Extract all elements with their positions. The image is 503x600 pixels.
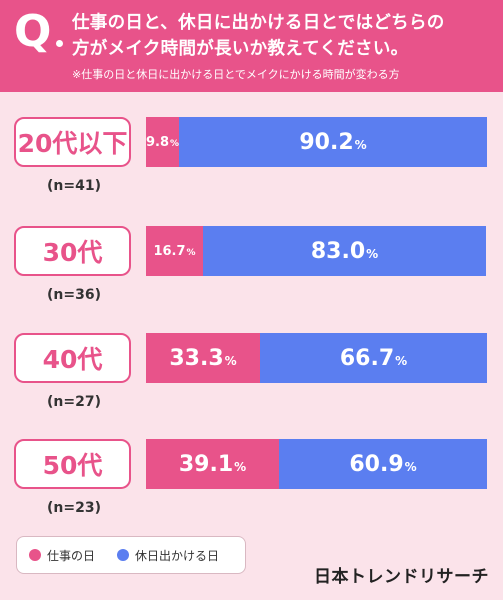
stacked-bar: 33.3% 66.7% [146,333,487,383]
question-text-line2: 方がメイク時間が長いか教えてください。 [72,39,409,59]
data-label-holiday: 90.2 [299,129,354,155]
question-text-line1: 仕事の日と、休日に出かける日とではどちらの [72,13,445,33]
bar-segment-work: 9.8% [146,117,179,167]
stacked-bar: 9.8% 90.2% [146,117,487,167]
data-label-holiday: 83.0 [310,238,366,264]
legend-label-holiday: 休日出かける日 [135,548,220,563]
legend: 仕事の日 休日出かける日 [16,536,246,574]
q-mark: Q [14,6,52,57]
sample-size-label: (n=36) [47,287,101,303]
percent-unit: % [224,354,237,368]
legend-label-work: 仕事の日 [47,548,96,563]
question-header: Q 仕事の日と、休日に出かける日とではどちらの 方がメイク時間が長いか教えてくだ… [0,0,503,92]
sample-size-label: (n=41) [47,178,101,194]
q-mark-dot [56,40,63,47]
percent-unit: % [354,138,367,152]
percent-unit: % [170,138,179,149]
sample-size-label: (n=27) [47,394,101,410]
age-group-label: 20代以下 [14,117,131,167]
percent-unit: % [234,460,247,474]
legend-item-work: 仕事の日 [29,547,95,564]
bar-segment-holiday: 90.2% [179,117,487,167]
age-group-label: 40代 [14,333,131,383]
legend-dot-holiday [117,549,130,561]
percent-unit: % [395,354,408,368]
question-note: ※仕事の日と休日に出かける日とでメイクにかける時間が変わる方 [72,68,400,81]
percent-unit: % [186,247,196,258]
data-label-holiday: 66.7 [339,345,395,371]
data-label-work: 16.7 [153,243,186,259]
legend-item-holiday: 休日出かける日 [117,547,219,564]
brand-logo-text: 日本トレンドリサーチ [314,567,489,587]
sample-size-label: (n=23) [47,500,101,516]
bar-segment-work: 16.7% [146,226,203,276]
age-group-label: 50代 [14,439,131,489]
percent-unit: % [366,247,379,261]
bar-segment-holiday: 60.9% [279,439,487,489]
data-label-work: 39.1 [178,451,234,477]
legend-dot-work [29,549,41,561]
age-group-label: 30代 [14,226,131,276]
data-label-holiday: 60.9 [349,451,404,477]
stacked-bar: 39.1% 60.9% [146,439,487,489]
data-label-work: 9.8 [146,134,169,150]
stacked-bar: 16.7% 83.0% [146,226,487,276]
bar-segment-work: 39.1% [146,439,279,489]
bar-segment-work: 33.3% [146,333,260,383]
data-label-work: 33.3 [169,345,224,371]
percent-unit: % [404,460,417,474]
bar-segment-holiday: 83.0% [203,226,486,276]
bar-segment-holiday: 66.7% [260,333,487,383]
